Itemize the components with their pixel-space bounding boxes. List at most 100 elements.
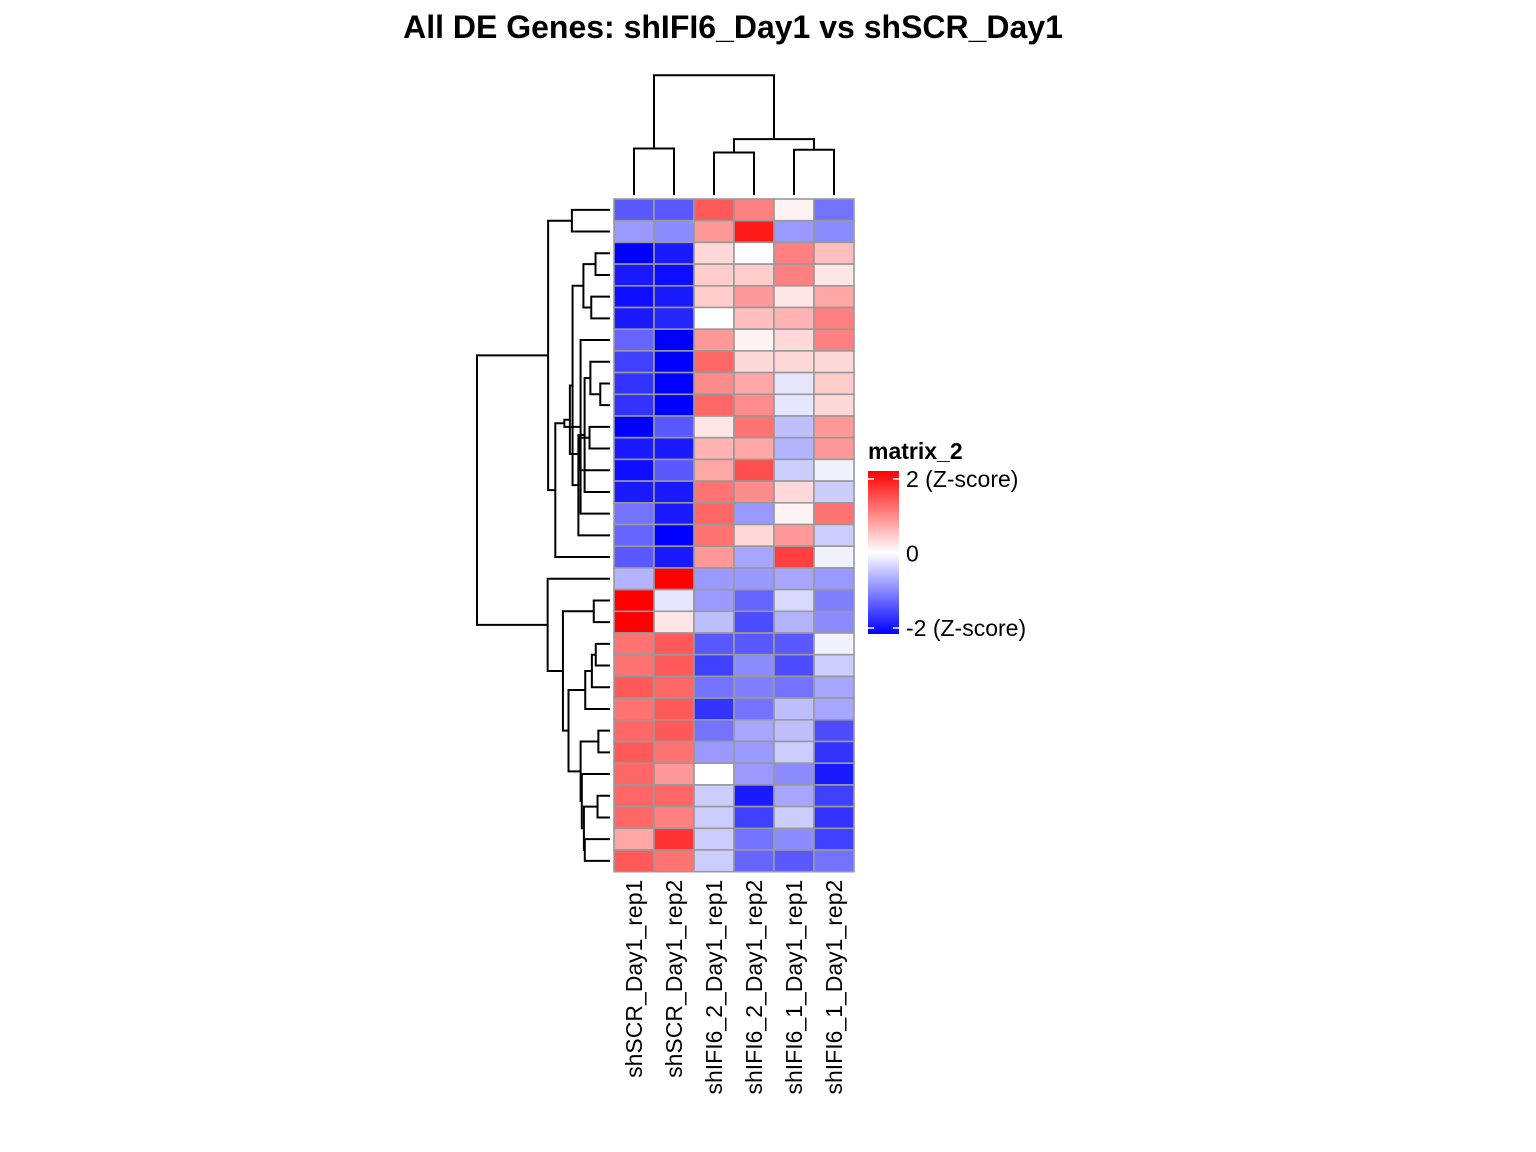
heatmap-cell [693, 588, 735, 613]
heatmap-cell [773, 284, 815, 309]
heatmap-cell [813, 632, 855, 656]
heatmap-cell [733, 784, 775, 808]
heatmap-cell [733, 675, 775, 699]
heatmap-cell [773, 436, 815, 461]
heatmap-cell [813, 306, 855, 331]
heatmap-cell [653, 393, 695, 417]
heatmap-cell [813, 653, 855, 678]
heatmap-cell [813, 328, 855, 352]
color-legend: matrix_2 2 (Z-score) 0 -2 (Z-score) [868, 438, 1026, 641]
heatmap-cell [733, 436, 775, 461]
heatmap-cell [693, 198, 735, 222]
heatmap-cell [773, 371, 815, 396]
column-label: shSCR_Day1_rep1 [621, 880, 647, 1078]
row-dendrogram-branch [592, 599, 610, 624]
heatmap-cell [653, 415, 695, 439]
heatmap-cell [813, 501, 855, 526]
row-dendrogram-branch [594, 252, 610, 276]
column-dendrogram-branch [633, 147, 675, 195]
row-dendrogram-branch [590, 653, 610, 689]
heatmap-cell [773, 675, 815, 699]
heatmap-cell [693, 762, 735, 786]
legend-ticks: 2 (Z-score) 0 -2 (Z-score) [868, 466, 1026, 641]
heatmap-cell [733, 306, 775, 331]
heatmap-cell [653, 740, 695, 765]
heatmap-cell [693, 675, 735, 699]
heatmap-cell [733, 371, 775, 396]
heatmap-cell [733, 632, 775, 656]
heatmap-cell [773, 480, 815, 504]
heatmap-cell [733, 610, 775, 634]
heatmap-cell [733, 827, 775, 851]
heatmap-cell [613, 718, 655, 743]
row-dendrogram-branch [570, 208, 610, 233]
heatmap-cell [773, 805, 815, 830]
row-dendrogram-branch [582, 805, 598, 851]
heatmap-cell [693, 219, 735, 244]
row-dendrogram-branch [589, 360, 610, 396]
heatmap-cell [653, 762, 695, 786]
heatmap-cell [773, 697, 815, 721]
heatmap-cells [613, 198, 855, 873]
heatmap-cell [653, 545, 695, 569]
heatmap-cell [813, 284, 855, 309]
heatmap-cell [813, 784, 855, 808]
heatmap-cell [813, 436, 855, 461]
heatmap-cell [653, 458, 695, 482]
heatmap-cell [813, 610, 855, 634]
heatmap-cell [733, 545, 775, 569]
heatmap-cell [693, 632, 735, 656]
heatmap-cell [693, 718, 735, 743]
heatmap-cell [733, 263, 775, 287]
heatmap-cell [693, 263, 735, 287]
heatmap-cell [733, 501, 775, 526]
heatmap-cell [773, 415, 815, 439]
heatmap-cell [653, 263, 695, 287]
heatmap-cell [613, 675, 655, 699]
heatmap-cell [653, 805, 695, 830]
heatmap-cell [693, 241, 735, 265]
heatmap-cell [653, 436, 695, 461]
heatmap-cell [693, 328, 735, 352]
heatmap-cell [813, 523, 855, 548]
heatmap-cell [653, 849, 695, 873]
heatmap-cell [613, 198, 655, 222]
heatmap-cell [613, 849, 655, 873]
heatmap-cell [653, 219, 695, 244]
heatmap-cell [693, 827, 735, 851]
heatmap-cell [693, 393, 735, 417]
heatmap-cell [693, 784, 735, 808]
heatmap-cell [613, 740, 655, 765]
heatmap-cell [813, 697, 855, 721]
heatmap-cell [733, 284, 775, 309]
heatmap-cell [613, 480, 655, 504]
legend-tick-label: 2 (Z-score) [906, 466, 1018, 492]
heatmap-cell [813, 588, 855, 613]
heatmap-cell [693, 849, 735, 873]
heatmap-cell [693, 697, 735, 721]
column-label: shIFI6_2_Day1_rep2 [741, 880, 767, 1095]
heatmap-cell [613, 588, 655, 613]
heatmap-cell [813, 198, 855, 222]
row-dendrogram-branch [599, 382, 610, 407]
heatmap-cell [813, 718, 855, 743]
heatmap-cell [813, 219, 855, 244]
heatmap-cell [613, 523, 655, 548]
heatmap-cell [733, 740, 775, 765]
row-dendrogram-branch [580, 773, 610, 830]
heatmap-cell [773, 306, 815, 331]
heatmap-cell [693, 371, 735, 396]
heatmap-cell [653, 328, 695, 352]
heatmap-cell [773, 784, 815, 808]
heatmap-cell [653, 610, 695, 634]
heatmap-cell [653, 523, 695, 548]
heatmap-cell [613, 350, 655, 374]
heatmap-cell [693, 805, 735, 830]
heatmap-cell [693, 458, 735, 482]
heatmap-cell [773, 653, 815, 678]
heatmap-cell [733, 198, 775, 222]
heatmap-cell [773, 393, 815, 417]
heatmap-cell [773, 523, 815, 548]
heatmap-cell [613, 784, 655, 808]
heatmap-cell [813, 350, 855, 374]
